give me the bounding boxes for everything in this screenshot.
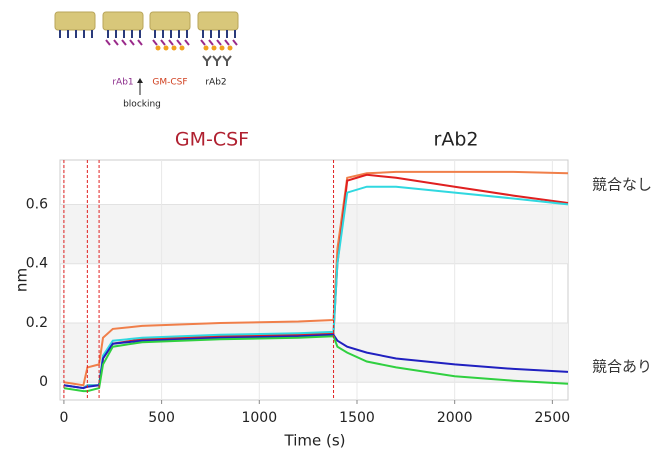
x-axis-label: Time (s) xyxy=(284,432,346,450)
x-tick-label: 2500 xyxy=(535,410,571,426)
diagram-label: GM-CSF xyxy=(152,78,187,88)
plot: 0 0.2 0.4 0.6 0 500 1000 1500 2000 2500 xyxy=(26,159,571,426)
y-tick-label: 0.2 xyxy=(26,315,48,331)
y-tick-label: 0.4 xyxy=(26,256,48,272)
series-line xyxy=(63,335,569,393)
x-tick-label: 1500 xyxy=(339,410,375,426)
side-label: 競合なし xyxy=(592,176,652,194)
series-line xyxy=(63,333,569,390)
series-line xyxy=(63,170,569,387)
y-tick-label: 0.6 xyxy=(26,196,48,212)
phase-label: GM-CSF xyxy=(175,129,249,151)
x-tick-label: 2000 xyxy=(437,410,473,426)
x-tick-label: 500 xyxy=(148,410,175,426)
grid-band xyxy=(60,204,568,264)
y-axis-label: nm xyxy=(13,268,31,292)
diagram-label: rAb1 xyxy=(112,78,133,88)
diagram-label: rAb2 xyxy=(205,78,226,88)
y-tick-label: 0 xyxy=(39,374,48,390)
x-tick-label: 0 xyxy=(59,410,68,426)
diagram-arrow-label: blocking xyxy=(123,100,161,110)
phase-label: rAb2 xyxy=(434,129,479,151)
assay-diagram: rAb1 GM-CSF rAb2 blocking xyxy=(54,11,239,110)
side-label: 競合あり xyxy=(592,358,652,376)
x-tick-label: 1000 xyxy=(241,410,277,426)
